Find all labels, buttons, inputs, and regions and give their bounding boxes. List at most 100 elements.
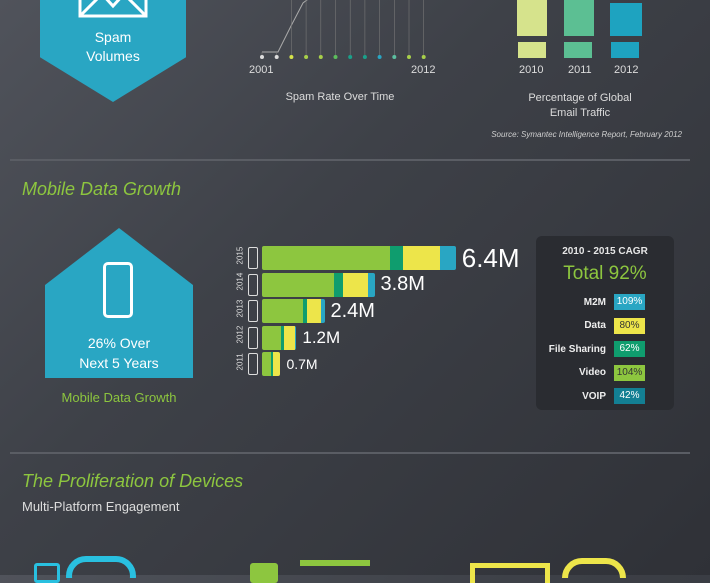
- bar-segment-file-sharing: [302, 299, 308, 323]
- rate-start-year: 2001: [249, 64, 274, 76]
- rate-title: Spam Rate Over Time: [285, 91, 395, 103]
- stacked-bar: [262, 325, 297, 350]
- mobile-data-row: 2011 0.7M: [234, 352, 318, 376]
- phone-icon: [248, 353, 258, 375]
- bar-segment-m2m: [294, 325, 297, 350]
- bar-segment-file-sharing: [390, 246, 403, 270]
- envelope-icon: [518, 42, 546, 58]
- year-label: 2012: [235, 325, 245, 344]
- bar-segment-data: [273, 352, 280, 376]
- device-stat-partial: [66, 556, 146, 578]
- cagr-value: 42%: [614, 388, 645, 404]
- phone-icon: [103, 262, 133, 318]
- spam-rate-year-dot: [377, 55, 382, 59]
- spam-rate-year-dot: [260, 55, 264, 59]
- bar-segment-m2m: [321, 299, 325, 323]
- bar-segment-file-sharing: [280, 325, 284, 350]
- bar-segment-video: [262, 246, 391, 270]
- device-icon-tablet: [470, 563, 550, 583]
- envelope-icon: [611, 42, 639, 58]
- spam-rate-year-dot: [348, 55, 353, 59]
- total-label: 1.2M: [302, 327, 341, 347]
- cagr-value: 80%: [614, 317, 645, 334]
- cagr-label: Video: [578, 367, 606, 378]
- traffic-bar-2010: [517, 0, 547, 36]
- spam-rate-line: [262, 0, 308, 53]
- device-stat-partial: [300, 560, 370, 580]
- bar-segment-m2m: [279, 352, 281, 376]
- cagr-panel: 2010 - 2015 CAGR Total 92% M2M 109% Data 80…: [536, 236, 674, 410]
- year-label: 2014: [235, 272, 245, 291]
- bar-segment-m2m: [368, 272, 375, 297]
- spam-volumes-label: Spam Volumes: [86, 29, 140, 64]
- mobile-data-row: 2013 2.4M: [234, 299, 375, 323]
- total-label: 3.8M: [380, 273, 425, 295]
- spam-rate-year-dot: [304, 55, 309, 59]
- spam-rate-year-dot: [289, 55, 294, 59]
- divider: [10, 159, 690, 161]
- cagr-label: Data: [584, 320, 606, 331]
- bar-segment-data: [402, 246, 441, 270]
- source-note: Source: Symantec Intelligence Report, Fe…: [491, 130, 682, 139]
- stacked-bar: [262, 246, 456, 270]
- traffic-bar-2011: [564, 0, 594, 36]
- bar-segment-m2m: [440, 246, 456, 270]
- total-label: 0.7M: [286, 356, 318, 372]
- cagr-row: File Sharing 62%: [536, 341, 674, 357]
- mobile-section-title: Mobile Data Growth: [22, 179, 182, 199]
- cagr-label: VOIP: [582, 390, 606, 402]
- spam-rate-year-dot: [392, 55, 397, 59]
- bar-segment-file-sharing: [333, 272, 344, 297]
- cagr-label: M2M: [583, 296, 606, 308]
- bar-segment-video: [262, 272, 334, 297]
- envelope-icon: [78, 0, 148, 18]
- total-label: 2.4M: [330, 299, 375, 322]
- cagr-total: Total 92%: [563, 263, 647, 284]
- spam-rate-year-dot: [274, 55, 279, 59]
- cagr-value: 109%: [614, 294, 645, 310]
- cagr-value: 104%: [614, 364, 645, 381]
- cagr-label: File Sharing: [548, 343, 606, 355]
- year-label: 2015: [235, 246, 245, 264]
- traffic-year: 2011: [568, 64, 592, 76]
- cagr-row: Video 104%: [536, 364, 674, 381]
- mobile-growth-text: 26% Over Next 5 Years: [79, 335, 159, 371]
- spam-rate-year-dot: [421, 55, 426, 59]
- cagr-row: VOIP 42%: [536, 388, 674, 404]
- bar-segment-video: [262, 352, 272, 376]
- total-label: 6.4M: [461, 242, 520, 273]
- bar-segment-data: [343, 272, 369, 297]
- device-icon-mobile: [34, 563, 60, 583]
- bar-segment-file-sharing: [271, 352, 274, 376]
- phone-icon: [248, 247, 258, 269]
- devices-section-title: The Proliferation of Devices: [22, 471, 244, 491]
- spam-rate-chart: [260, 0, 426, 59]
- cagr-row: M2M 109%: [536, 294, 674, 310]
- spam-rate-year-dot: [333, 55, 338, 59]
- devices-subtitle: Multi-Platform Engagement: [22, 499, 180, 514]
- phone-icon: [248, 300, 258, 322]
- traffic-bar-2012: [610, 3, 642, 36]
- device-icon-phone: [250, 563, 278, 583]
- traffic-title: Percentage of Global Email Traffic: [528, 92, 632, 119]
- year-label: 2013: [235, 299, 245, 317]
- mobile-data-row: 2012 1.2M: [234, 325, 341, 350]
- divider: [10, 452, 690, 454]
- rate-end-year: 2012: [411, 64, 436, 76]
- bar-segment-data: [307, 299, 322, 323]
- bar-segment-video: [262, 325, 281, 350]
- spam-rate-year-dot: [407, 55, 411, 59]
- spam-rate-year-dot: [318, 55, 323, 59]
- cagr-title: 2010 - 2015 CAGR: [562, 246, 648, 257]
- envelope-icon: [564, 42, 592, 58]
- stacked-bar: [262, 272, 375, 297]
- stacked-bar: [262, 299, 325, 323]
- traffic-year: 2010: [519, 64, 544, 76]
- year-label: 2011: [235, 352, 245, 370]
- bar-segment-data: [283, 325, 295, 350]
- phone-icon: [248, 326, 258, 349]
- phone-icon: [248, 273, 258, 296]
- cagr-value: 62%: [614, 341, 645, 357]
- mobile-data-row: 2015 6.4M: [234, 243, 520, 273]
- stacked-bar: [262, 352, 281, 376]
